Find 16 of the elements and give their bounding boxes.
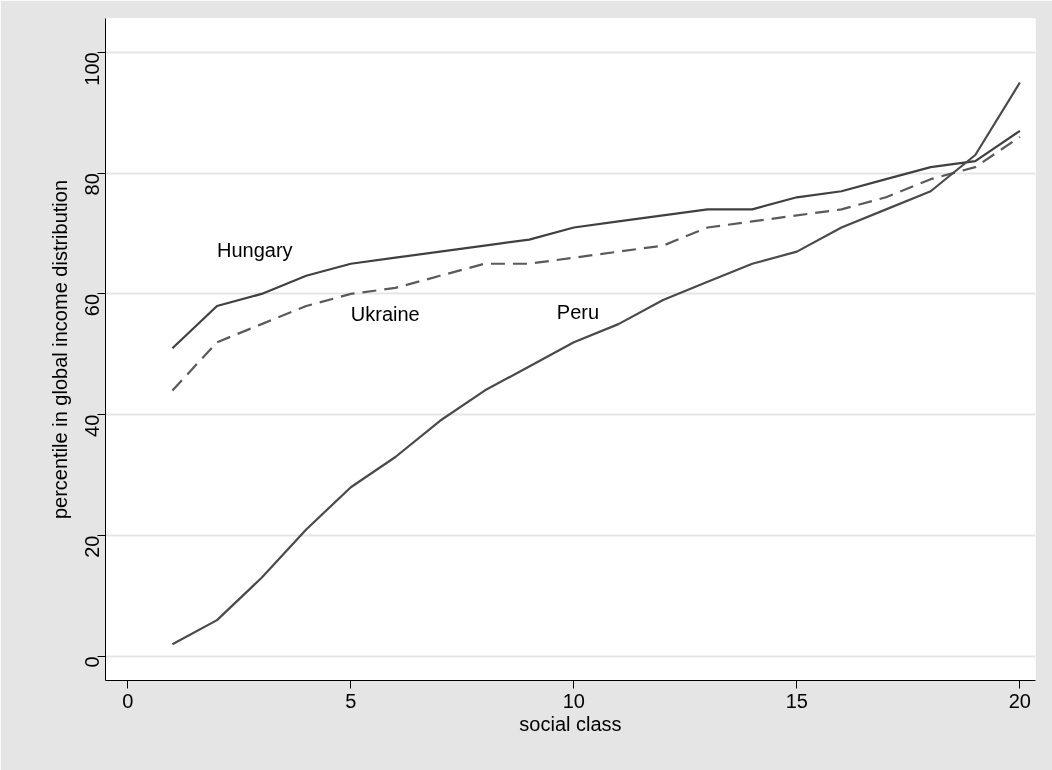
y-axis-title: percentile in global income distribution [48,179,71,520]
x-axis-title: social class [519,712,622,735]
y-tick-label: 100 [81,52,104,86]
y-tick-label: 60 [81,293,104,317]
y-tick-label: 0 [81,656,104,668]
x-tick-label: 15 [785,689,808,712]
series-label: Peru [556,301,600,324]
x-tick-label: 5 [345,689,357,712]
series-label: Hungary [217,239,293,262]
x-tick-label: 10 [562,689,585,712]
y-tick-label: 80 [81,173,104,196]
x-tick-label: 20 [1008,689,1032,712]
y-tick-label: 20 [81,535,104,558]
x-tick-label: 0 [122,689,134,712]
series-label: Ukraine [350,302,420,325]
y-tick-label: 40 [81,414,104,437]
